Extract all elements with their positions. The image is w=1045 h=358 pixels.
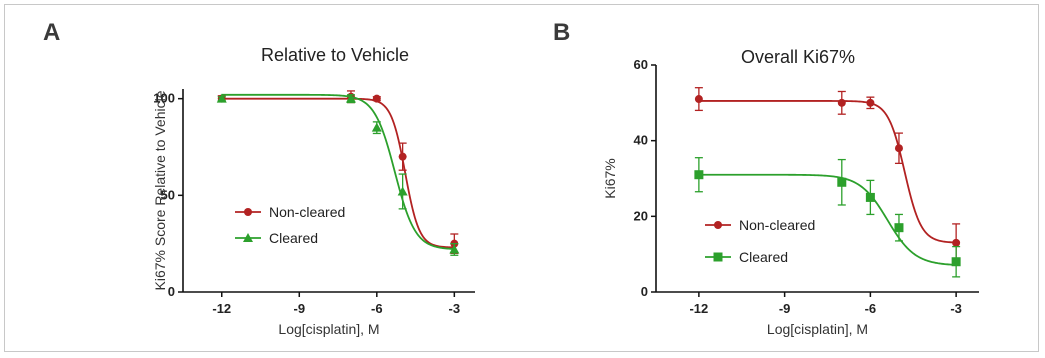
y-tick-label: 0 <box>641 284 648 299</box>
y-tick-label: 50 <box>161 187 175 202</box>
x-tick-label: -3 <box>449 301 461 316</box>
y-axis-label: Ki67% Score Relative to Vehicle <box>152 90 168 290</box>
panel-a: A Relative to Vehicle 0 50 100 -12 -9 -6 -3 Log[… <box>25 5 495 353</box>
data-point <box>866 98 875 107</box>
x-tick-label: -6 <box>865 301 877 316</box>
data-point <box>398 152 407 161</box>
series-cleared <box>216 93 460 256</box>
data-point <box>894 223 904 233</box>
legend-marker <box>244 208 252 216</box>
legend-label: Cleared <box>739 249 788 265</box>
legend-label: Cleared <box>269 230 318 246</box>
y-tick-label: 60 <box>634 57 648 72</box>
y-tick-label: 0 <box>168 284 175 299</box>
data-point <box>894 144 903 153</box>
chart-title: Overall Ki67% <box>741 47 855 67</box>
chart-a-svg: Relative to Vehicle 0 50 100 -12 -9 -6 -3 Log[ci… <box>152 45 475 337</box>
x-tick-label: -12 <box>212 301 231 316</box>
legend-marker <box>714 221 722 229</box>
data-point <box>449 244 460 254</box>
legend-entry: Cleared <box>705 249 788 265</box>
legend-marker <box>713 252 723 262</box>
data-point <box>694 170 704 180</box>
series-non-cleared <box>217 90 459 254</box>
figure-frame: A Relative to Vehicle 0 50 100 -12 -9 -6 -3 Log[… <box>4 4 1039 352</box>
data-point <box>397 186 408 196</box>
legend-entry: Non-cleared <box>235 204 345 220</box>
data-point <box>951 257 961 267</box>
fit-curve <box>221 97 455 249</box>
x-axis-label: Log[cisplatin], M <box>278 321 379 337</box>
y-axis-label: Ki67% <box>602 158 618 198</box>
series-non-cleared <box>694 87 961 263</box>
panel-b: B Overall Ki67% 0 20 40 60 -12 -9 -6 -3 Log[cispl… <box>535 5 1005 353</box>
legend-label: Non-cleared <box>269 204 345 220</box>
fit-curve <box>221 93 455 250</box>
chart-b-svg: Overall Ki67% 0 20 40 60 -12 -9 -6 -3 Log[cisplat… <box>602 47 979 337</box>
fit-curve <box>698 173 957 266</box>
x-tick-label: -9 <box>294 301 306 316</box>
x-tick-label: -3 <box>950 301 962 316</box>
data-point <box>837 98 846 107</box>
x-axis-label: Log[cisplatin], M <box>767 321 868 337</box>
data-point <box>837 177 847 187</box>
panel-b-letter: B <box>553 19 571 46</box>
data-point <box>952 238 961 247</box>
x-tick-label: -9 <box>779 301 791 316</box>
x-tick-label: -12 <box>689 301 708 316</box>
fit-curve <box>698 100 957 244</box>
x-tick-label: -6 <box>371 301 383 316</box>
legend-entry: Non-cleared <box>705 217 815 233</box>
y-tick-label: 20 <box>634 208 648 223</box>
chart-title: Relative to Vehicle <box>261 45 409 65</box>
data-point <box>345 93 356 103</box>
y-tick-label: 100 <box>153 91 175 106</box>
panel-a-letter: A <box>43 19 61 46</box>
data-point <box>372 94 381 103</box>
data-point <box>865 192 875 202</box>
y-tick-label: 40 <box>634 133 648 148</box>
series-cleared <box>694 157 961 278</box>
legend-marker <box>243 233 253 242</box>
data-point <box>371 122 382 132</box>
legend-label: Non-cleared <box>739 217 815 233</box>
data-point <box>694 95 703 104</box>
legend-entry: Cleared <box>235 230 318 246</box>
data-point <box>216 93 227 103</box>
